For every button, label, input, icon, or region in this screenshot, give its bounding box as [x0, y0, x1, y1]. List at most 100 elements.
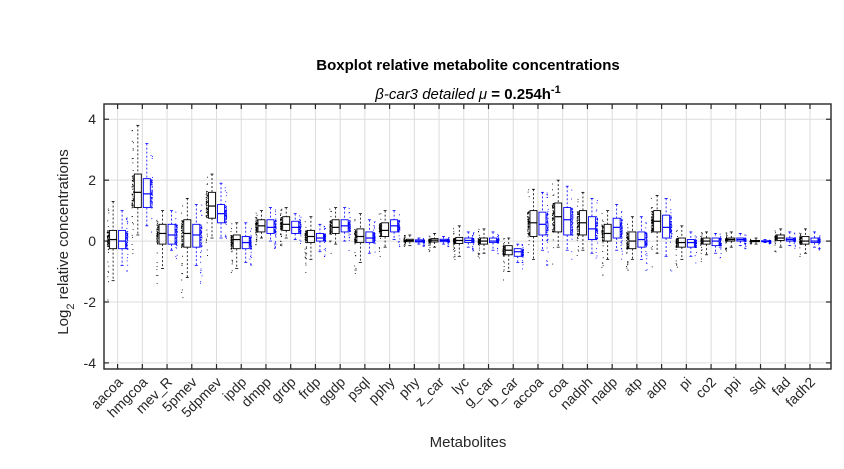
box-a-nadph: [576, 191, 587, 256]
data-point: [231, 245, 233, 247]
data-point: [354, 228, 356, 230]
data-point: [256, 230, 258, 232]
data-point: [175, 255, 177, 257]
data-point: [670, 217, 672, 218]
data-point: [571, 223, 573, 225]
data-point: [150, 196, 152, 198]
data-point: [553, 227, 555, 228]
data-point: [151, 200, 153, 202]
data-point: [626, 267, 628, 269]
data-point: [670, 212, 672, 214]
data-point: [546, 265, 548, 266]
data-point: [521, 252, 523, 254]
data-point: [528, 228, 530, 230]
data-point: [281, 229, 282, 230]
data-point: [300, 242, 301, 244]
data-point: [552, 223, 554, 225]
data-point: [207, 212, 208, 214]
data-point: [700, 244, 702, 246]
data-point: [256, 231, 258, 233]
data-point: [577, 217, 579, 219]
box-b-sql: [761, 239, 772, 245]
data-point: [627, 247, 628, 249]
data-point: [206, 211, 208, 213]
data-point: [552, 206, 554, 208]
data-point: [694, 255, 696, 257]
data-point: [182, 243, 184, 245]
data-point: [453, 239, 454, 241]
data-point: [447, 241, 449, 243]
data-point: [355, 229, 357, 231]
data-point: [255, 239, 257, 241]
box-b-dmpp: [266, 207, 277, 249]
data-point: [355, 240, 357, 242]
data-point: [329, 241, 331, 243]
data-point: [323, 234, 325, 236]
data-point: [700, 243, 702, 245]
data-point: [818, 240, 820, 242]
box-b-z_car: [439, 236, 450, 248]
data-point: [305, 253, 307, 255]
data-point: [601, 230, 603, 232]
data-point: [576, 219, 578, 221]
box-a-ipdp: [230, 222, 241, 273]
data-point: [719, 244, 721, 245]
data-point: [225, 218, 227, 220]
data-point: [423, 244, 425, 246]
data-point: [176, 232, 178, 234]
data-point: [107, 235, 109, 237]
data-point: [374, 227, 375, 229]
data-point: [225, 208, 227, 210]
data-point: [570, 208, 572, 210]
data-point: [751, 240, 752, 241]
data-point: [249, 241, 251, 243]
data-point: [744, 239, 746, 241]
data-point: [695, 246, 697, 248]
data-point: [330, 232, 332, 234]
data-point: [107, 243, 109, 245]
data-point: [181, 242, 183, 244]
data-point: [675, 260, 677, 262]
data-point: [546, 240, 548, 242]
data-point: [306, 252, 308, 254]
data-point: [230, 242, 232, 244]
data-point: [503, 243, 504, 245]
data-point: [255, 231, 257, 233]
data-point: [299, 239, 301, 241]
data-point: [799, 240, 801, 242]
data-point: [404, 240, 406, 242]
data-point: [696, 240, 697, 242]
data-point: [349, 217, 351, 218]
data-point: [701, 240, 703, 242]
data-point: [726, 237, 727, 239]
data-point: [249, 244, 251, 246]
data-point: [131, 205, 133, 207]
data-point: [799, 232, 801, 234]
data-point: [225, 205, 226, 207]
data-point: [571, 208, 573, 210]
data-point: [274, 230, 276, 232]
data-point: [275, 226, 277, 228]
data-point: [226, 216, 227, 218]
data-point: [329, 227, 331, 229]
data-point: [453, 240, 454, 242]
data-point: [571, 189, 573, 191]
box-b-aacoa: [118, 210, 129, 272]
data-point: [108, 212, 110, 214]
box-iqr: [513, 248, 522, 257]
data-point: [324, 254, 326, 256]
data-point: [774, 240, 776, 241]
data-point: [151, 186, 153, 188]
data-point: [373, 240, 375, 242]
data-point: [676, 246, 678, 248]
data-point: [300, 235, 302, 237]
data-point: [175, 243, 177, 245]
data-point: [281, 245, 283, 247]
data-point: [800, 240, 802, 242]
data-point: [405, 240, 407, 242]
data-point: [231, 238, 233, 240]
data-point: [453, 240, 455, 242]
data-point: [354, 235, 356, 237]
y-label-sub: 2: [65, 304, 77, 310]
data-point: [398, 221, 400, 223]
